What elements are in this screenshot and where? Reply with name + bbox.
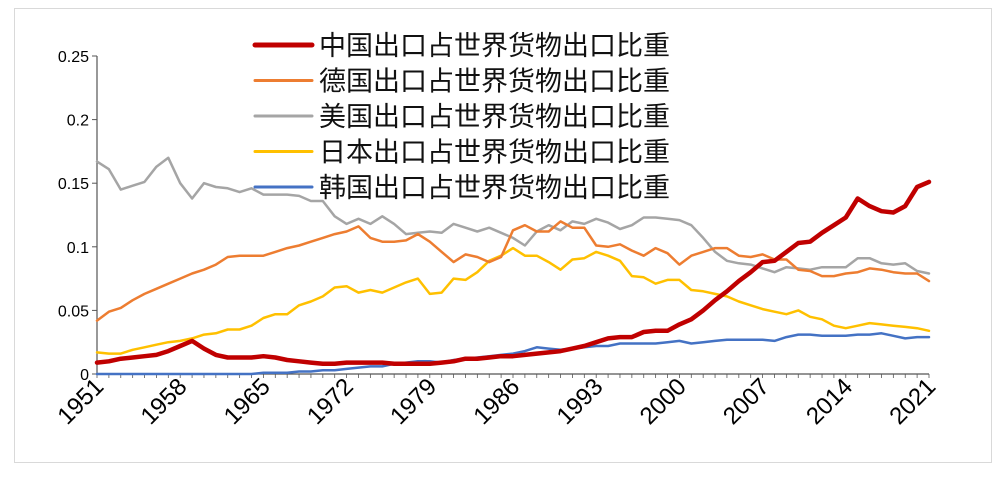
legend-label-0: 中国出口占世界货物出口比重 bbox=[319, 31, 670, 62]
y-tick-label: 0 bbox=[80, 367, 89, 384]
x-tick-label: 1951 bbox=[52, 373, 109, 430]
x-tick-label: 1972 bbox=[302, 373, 359, 430]
series-line-4 bbox=[95, 332, 931, 376]
y-tick-label: 0.05 bbox=[58, 303, 89, 320]
series-layer bbox=[94, 156, 932, 376]
legend-label-1: 德国出口占世界货物出口比重 bbox=[319, 67, 670, 98]
x-tick-label: 2007 bbox=[718, 373, 775, 430]
x-tick-label: 2021 bbox=[884, 373, 941, 430]
legend-label-4: 韩国出口占世界货物出口比重 bbox=[319, 173, 670, 204]
x-tick-label: 2000 bbox=[635, 373, 692, 430]
legend-label-2: 美国出口占世界货物出口比重 bbox=[319, 102, 670, 133]
x-tick-label: 1965 bbox=[219, 373, 276, 430]
x-tick-label: 1979 bbox=[385, 373, 442, 430]
x-tick-label: 2014 bbox=[801, 373, 858, 430]
x-tick-label: 1993 bbox=[552, 373, 609, 430]
series-line-1 bbox=[95, 220, 931, 322]
legend-label-3: 日本出口占世界货物出口比重 bbox=[319, 138, 670, 169]
x-tick-label: 1958 bbox=[136, 373, 193, 430]
series-line-3 bbox=[95, 246, 931, 355]
y-tick-label: 0.1 bbox=[67, 240, 89, 257]
series-line-2 bbox=[95, 156, 931, 275]
series-line-0 bbox=[94, 179, 932, 367]
chart-frame bbox=[14, 8, 992, 463]
y-tick-label: 0.2 bbox=[67, 113, 89, 130]
x-tick-label: 1986 bbox=[468, 373, 525, 430]
y-tick-label: 0.25 bbox=[58, 49, 89, 66]
y-tick-label: 0.15 bbox=[58, 176, 89, 193]
legend: 中国出口占世界货物出口比重德国出口占世界货物出口比重美国出口占世界货物出口比重日… bbox=[252, 31, 670, 204]
